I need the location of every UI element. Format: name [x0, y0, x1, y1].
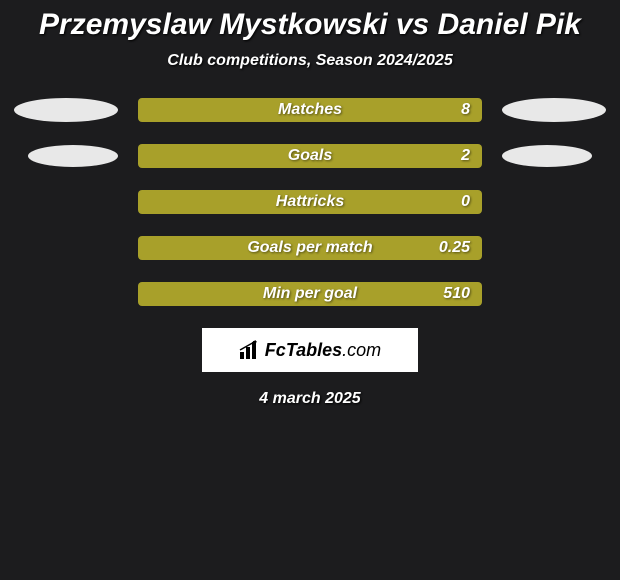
stat-label: Min per goal: [263, 285, 357, 303]
left-oval: [14, 98, 118, 122]
logo-bars-icon: [239, 340, 261, 360]
right-oval: [502, 98, 606, 122]
logo-text-fc: Fc: [265, 340, 286, 360]
left-oval: [28, 145, 118, 167]
stat-row: Hattricks 0: [0, 190, 620, 214]
stat-bar: Min per goal 510: [138, 282, 482, 306]
stat-bar: Goals per match 0.25: [138, 236, 482, 260]
stat-label: Goals per match: [247, 239, 372, 257]
stat-value: 8: [461, 101, 470, 119]
logo-box: FcTables.com: [202, 328, 418, 372]
stat-bar: Hattricks 0: [138, 190, 482, 214]
right-oval: [502, 145, 592, 167]
date-text: 4 march 2025: [0, 390, 620, 408]
stat-row: Goals per match 0.25: [0, 236, 620, 260]
stat-bar: Goals 2: [138, 144, 482, 168]
stat-row: Min per goal 510: [0, 282, 620, 306]
stat-value: 510: [443, 285, 470, 303]
stat-value: 0: [461, 193, 470, 211]
logo-text-suffix: .com: [342, 340, 381, 360]
stat-label: Matches: [278, 101, 342, 119]
stat-label: Hattricks: [276, 193, 344, 211]
page-title: Przemyslaw Mystkowski vs Daniel Pik: [0, 0, 620, 42]
stat-bar: Matches 8: [138, 98, 482, 122]
page-subtitle: Club competitions, Season 2024/2025: [0, 52, 620, 70]
logo: FcTables.com: [239, 340, 381, 361]
stat-value: 0.25: [439, 239, 470, 257]
stat-row: Matches 8: [0, 98, 620, 122]
stat-value: 2: [461, 147, 470, 165]
stat-label: Goals: [288, 147, 332, 165]
stat-row: Goals 2: [0, 144, 620, 168]
stats-container: Matches 8 Goals 2 Hattricks 0 Goals per match 0…: [0, 98, 620, 306]
logo-text: FcTables.com: [265, 340, 381, 361]
logo-text-tables: Tables: [286, 340, 342, 360]
